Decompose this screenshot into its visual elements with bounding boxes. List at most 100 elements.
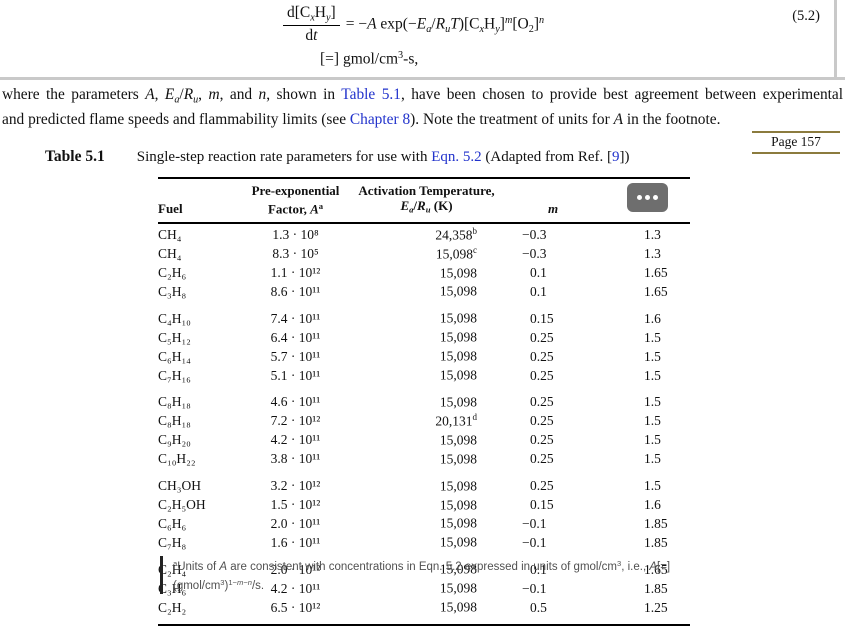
temperature-value: 15,098 <box>439 348 477 364</box>
cell-m: 0.1 <box>510 262 580 281</box>
table-row: C₂H₄ 2.0 · 10¹² 15,098 0.1 1.65 <box>158 550 690 577</box>
m-value: 0.15 <box>530 310 554 326</box>
table-row: C₅H₁₂ 6.4 · 10¹¹ 15,098 0.25 1.5 <box>158 326 690 345</box>
temperature-value: 15,098 <box>439 432 477 448</box>
table-row: C₄H₁₀ 7.4 · 10¹¹ 15,098 0.15 1.6 <box>158 299 690 326</box>
table-caption-text: Single-step reaction rate parameters for… <box>137 149 630 165</box>
temperature-value: 15,098 <box>439 478 477 494</box>
table-row: C₇H₁₆ 5.1 · 10¹¹ 15,098 0.25 1.5 <box>158 364 690 383</box>
cell-fuel: CH₄ <box>158 227 182 243</box>
equation-right-hand-side: = −A exp(−Ea/RuT)[CxHy]m[O2]n <box>345 14 545 35</box>
cell-m: 0.1 <box>510 280 580 299</box>
cell-fuel: CH₄ <box>158 246 182 262</box>
table-caption: Table 5.1 Single-step reaction rate param… <box>45 148 630 166</box>
link-ref-9[interactable]: 9 <box>612 149 620 165</box>
footnote-marker: b <box>472 225 478 236</box>
header-line: Pre-exponential <box>251 183 340 199</box>
link-table-5-1[interactable]: Table 5.1 <box>341 86 401 103</box>
cell-n: 1.5 <box>644 413 661 429</box>
table-row: C₆H₁₄ 5.7 · 10¹¹ 15,098 0.25 1.5 <box>158 345 690 364</box>
cell-pre-exponential-factor: 4.6 · 10¹¹ <box>270 394 321 410</box>
temperature-value: 15,098 <box>439 534 477 550</box>
cell-activation-temperature: 15,098 <box>343 262 510 281</box>
cell-n: 1.65 <box>644 561 668 577</box>
temperature-value: 24,358 <box>435 227 473 243</box>
cell-n: 1.5 <box>644 329 661 345</box>
cell-activation-temperature: 15,098 <box>343 550 510 577</box>
more-options-button[interactable] <box>627 183 668 212</box>
cell-activation-temperature: 15,098 <box>343 596 510 625</box>
cell-activation-temperature: 15,098 <box>343 280 510 299</box>
temperature-value: 15,098 <box>439 329 477 345</box>
cell-n: 1.65 <box>644 265 668 281</box>
cell-activation-temperature: 15,098 <box>343 512 510 531</box>
cell-fuel: C₂H₄ <box>158 561 187 577</box>
footnote-line-1: aUnits of A are consistent with concentr… <box>173 559 671 574</box>
cell-fuel: C₃H₈ <box>158 283 187 299</box>
temperature-value: 15,098 <box>439 394 477 410</box>
ellipsis-icon <box>653 195 658 200</box>
cell-activation-temperature: 15,098c <box>343 243 510 262</box>
cell-fuel: C₁₀H₂₂ <box>158 451 196 467</box>
cell-n: 1.5 <box>644 451 661 467</box>
cell-fuel: C₆H₁₄ <box>158 348 191 364</box>
cell-fuel: C₂H₂ <box>158 599 187 615</box>
body-paragraph: where the parameters A, Ea/Ru, m, and n,… <box>2 85 843 129</box>
cell-n: 1.3 <box>644 227 661 243</box>
cell-activation-temperature: 15,098 <box>343 429 510 448</box>
paragraph-line-2: and predicted flame speeds and flammabil… <box>2 110 843 130</box>
cell-pre-exponential-factor: 3.8 · 10¹¹ <box>270 451 321 467</box>
table-row: C₃H₈ 8.6 · 10¹¹ 15,098 0.1 1.65 <box>158 280 690 299</box>
m-value: 0.25 <box>530 432 554 448</box>
equation-block: d[CxHy] dt = −A exp(−Ea/RuT)[CxHy]m[O2]n… <box>0 0 837 77</box>
cell-n: 1.5 <box>644 432 661 448</box>
cell-m: −0.1 <box>510 512 580 531</box>
footnote-marker: d <box>472 411 478 422</box>
m-value: 0.1 <box>530 561 547 577</box>
header-m-label: m <box>548 201 559 217</box>
temperature-value: 15,098 <box>439 497 477 513</box>
col-header-fuel: Fuel <box>158 178 248 224</box>
footnote-line-2: (gmol/cm3)1−m−n/s. <box>173 578 265 593</box>
page-marker: Page 157 <box>752 131 840 154</box>
cell-m: −0.3 <box>510 223 580 243</box>
m-value: −0.3 <box>522 227 547 243</box>
cell-m: 0.15 <box>510 494 580 513</box>
cell-activation-temperature: 20,131d <box>343 410 510 429</box>
caption-text: ]) <box>619 149 630 165</box>
caption-text: Single-step reaction rate parameters for… <box>136 149 432 165</box>
cell-n: 1.85 <box>644 515 668 531</box>
temperature-value: 15,098 <box>439 265 477 281</box>
link-chapter-8[interactable]: Chapter 8 <box>349 110 411 128</box>
cell-pre-exponential-factor: 6.5 · 10¹² <box>270 599 321 615</box>
m-value: 0.5 <box>530 599 547 615</box>
cell-m: 0.25 <box>510 448 580 467</box>
cell-fuel: C₂H₅OH <box>158 497 206 513</box>
header-line: Activation Temperature, <box>358 183 495 198</box>
m-value: 0.25 <box>530 329 554 345</box>
ellipsis-icon <box>637 195 642 200</box>
cell-pre-exponential-factor: 1.6 · 10¹¹ <box>270 534 321 550</box>
m-value: −0.1 <box>522 515 547 531</box>
cell-pre-exponential-factor: 7.4 · 10¹¹ <box>270 310 321 326</box>
cell-fuel: C₇H₈ <box>158 534 187 550</box>
cell-n: 1.25 <box>644 599 668 615</box>
cell-m: 0.25 <box>510 364 580 383</box>
cell-m: −0.1 <box>510 531 580 550</box>
cell-pre-exponential-factor: 1.5 · 10¹² <box>270 497 321 513</box>
cell-activation-temperature: 15,098 <box>343 494 510 513</box>
cell-pre-exponential-factor: 8.6 · 10¹¹ <box>270 283 321 299</box>
cell-m: −0.3 <box>510 243 580 262</box>
cell-activation-temperature: 15,098 <box>343 448 510 467</box>
link-eqn-5-2[interactable]: Eqn. 5.2 <box>431 149 482 165</box>
cell-activation-temperature: 15,098 <box>343 531 510 550</box>
table-row: C₂H₆ 1.1 · 10¹² 15,098 0.1 1.65 <box>158 262 690 281</box>
cell-pre-exponential-factor: 2.0 · 10¹² <box>270 561 321 577</box>
cell-pre-exponential-factor: 8.3 · 10⁵ <box>272 246 319 262</box>
cell-pre-exponential-factor: 7.2 · 10¹² <box>270 413 321 429</box>
m-value: 0.1 <box>530 265 547 281</box>
paragraph-text: ). Note the treatment of units for A in … <box>410 110 721 128</box>
table-row: C₁₀H₂₂ 3.8 · 10¹¹ 15,098 0.25 1.5 <box>158 448 690 467</box>
paragraph-text: , have been chosen to provide best agree… <box>400 86 844 103</box>
cell-activation-temperature: 15,098 <box>343 383 510 410</box>
